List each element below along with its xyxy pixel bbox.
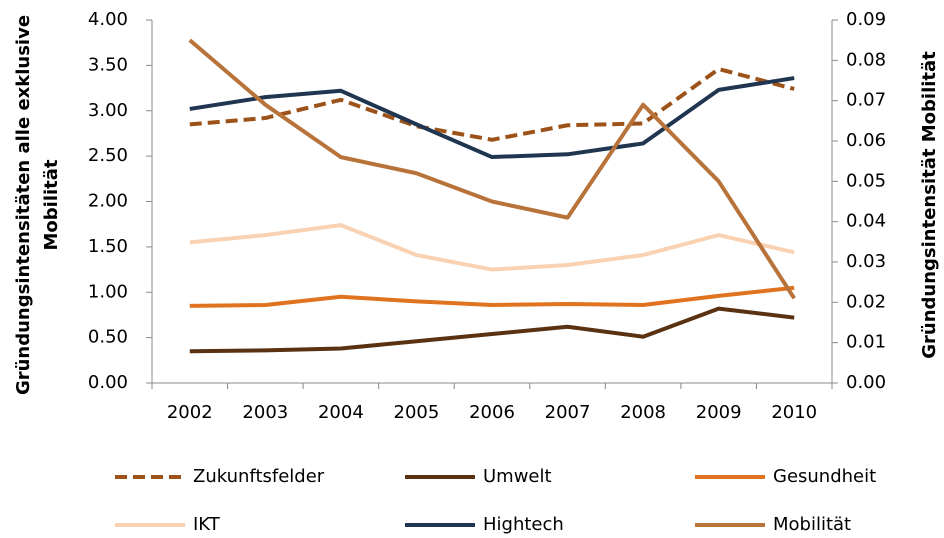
x-tick-label: 2002 [167,402,213,423]
y-tick-label: 1.50 [88,236,128,257]
y2-tick-label: 0.05 [846,170,886,191]
y2-tick-label: 0.08 [846,49,886,70]
y-tick-label: 0.50 [88,327,128,348]
y2-tick-label: 0.02 [846,291,886,312]
x-tick-label: 2005 [394,402,440,423]
legend-label: IKT [193,514,221,535]
y2-tick-label: 0.03 [846,251,886,272]
x-tick-label: 2003 [242,402,288,423]
x-tick-label: 2006 [469,402,515,423]
y-axis-title: Mobilität [41,159,62,250]
y-axis-title: Gründungsintensitäten alle exklusive [13,15,34,395]
y-tick-label: 3.00 [88,100,128,121]
series-line [188,38,796,300]
y2-tick-label: 0.00 [846,372,886,393]
x-tick-label: 2004 [318,402,364,423]
legend-label: Hightech [483,514,564,535]
series-line [189,76,795,160]
y2-tick-label: 0.06 [846,130,886,151]
y-tick-label: 2.50 [88,145,128,166]
x-tick-label: 2009 [696,402,742,423]
series-line [189,223,795,272]
y2-axis-title: Gründungsintensität Mobilität [919,51,940,359]
y-tick-label: 3.50 [88,54,128,75]
x-tick-label: 2008 [620,402,666,423]
y-tick-label: 4.00 [88,9,128,30]
y2-tick-label: 0.01 [846,332,886,353]
legend-label: Umwelt [483,466,552,487]
series-line [189,67,795,142]
y2-tick-label: 0.04 [846,211,886,232]
legend-label: Zukunftsfelder [193,466,325,487]
y2-tick-label: 0.09 [846,9,886,30]
y2-tick-label: 0.07 [846,90,886,111]
series-line [189,306,795,354]
x-tick-label: 2010 [771,402,817,423]
legend-label: Mobilität [773,514,851,535]
x-tick-label: 2007 [545,402,591,423]
y-tick-label: 2.00 [88,191,128,212]
y-tick-label: 1.00 [88,281,128,302]
y-tick-label: 0.00 [88,372,128,393]
legend-label: Gesundheit [773,466,876,487]
series-line [189,285,795,308]
